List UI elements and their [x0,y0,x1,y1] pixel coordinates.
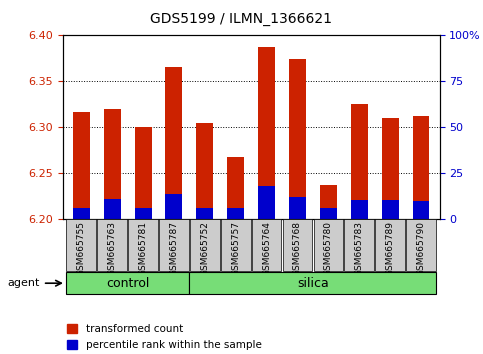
Bar [221,219,251,271]
Bar [67,219,96,271]
Bar [289,198,306,219]
Bar [406,219,436,271]
Text: control: control [106,277,149,290]
Bar [289,59,306,219]
Bar [190,219,220,271]
Bar [104,109,121,219]
Bar [197,207,213,219]
Bar [252,219,282,271]
Text: GSM665787: GSM665787 [170,221,178,276]
Text: GDS5199 / ILMN_1366621: GDS5199 / ILMN_1366621 [151,12,332,27]
Bar [197,123,213,219]
Text: GSM665757: GSM665757 [231,221,240,276]
Bar [159,219,189,271]
Text: GSM665790: GSM665790 [416,221,426,276]
Bar [73,207,90,219]
Bar [283,219,313,271]
Bar [98,219,127,271]
Text: GSM665764: GSM665764 [262,221,271,276]
Bar [258,186,275,219]
Bar [313,219,343,271]
Bar [344,219,374,271]
Bar [320,184,337,219]
Text: GSM665783: GSM665783 [355,221,364,276]
Text: GSM665781: GSM665781 [139,221,148,276]
Bar [227,157,244,219]
Bar [258,47,275,219]
Bar [189,272,437,295]
Bar [166,194,183,219]
Text: silica: silica [297,277,329,290]
Bar [66,272,189,295]
Bar [382,118,398,219]
Text: GSM665752: GSM665752 [200,221,209,276]
Bar [320,209,337,219]
Bar [375,219,405,271]
Bar [412,116,429,219]
Text: GSM665780: GSM665780 [324,221,333,276]
Text: agent: agent [7,278,40,288]
Bar [351,200,368,219]
Legend: transformed count, percentile rank within the sample: transformed count, percentile rank withi… [63,320,266,354]
Bar [104,199,121,219]
Bar [227,209,244,219]
Bar [135,127,152,219]
Bar [135,209,152,219]
Bar [166,67,183,219]
Text: GSM665789: GSM665789 [385,221,395,276]
Bar [128,219,158,271]
Bar [351,103,368,219]
Text: GSM665763: GSM665763 [108,221,117,276]
Bar [382,200,398,219]
Text: GSM665768: GSM665768 [293,221,302,276]
Text: GSM665755: GSM665755 [77,221,86,276]
Bar [412,201,429,219]
Bar [73,112,90,219]
